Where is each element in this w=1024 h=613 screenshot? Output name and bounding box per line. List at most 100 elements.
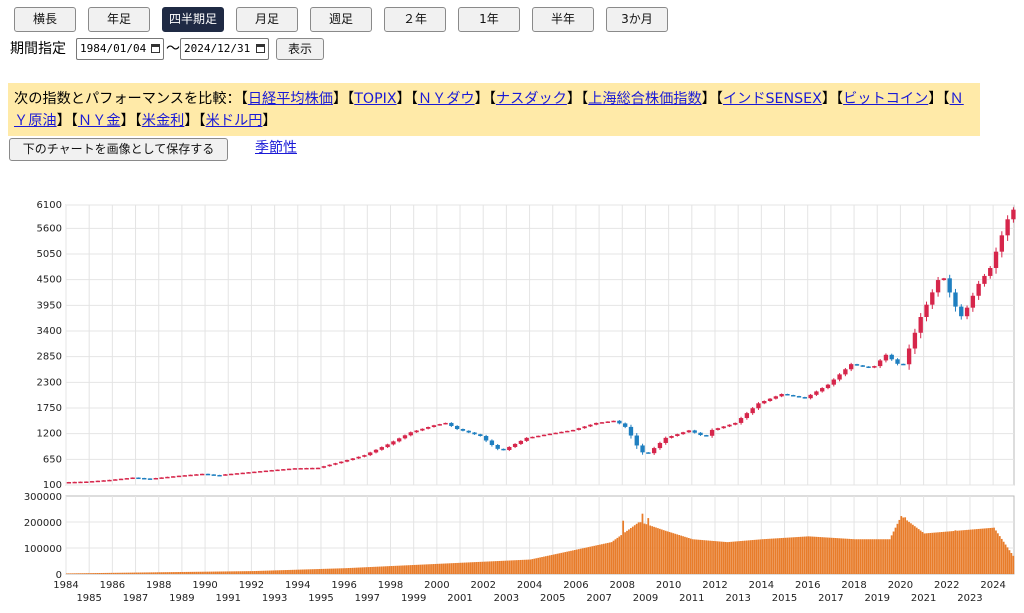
candle-body	[779, 394, 784, 397]
volume-bar	[583, 547, 586, 574]
end-date-input[interactable]: 2024/12/31	[180, 38, 269, 60]
seasonal-link[interactable]: 季節性	[255, 140, 297, 156]
candle-body	[78, 481, 83, 484]
volume-bar	[508, 560, 511, 574]
volume-bar	[950, 531, 953, 574]
tab-5[interactable]: ２年	[384, 7, 446, 32]
volume-bar	[747, 540, 750, 574]
tab-2[interactable]: 四半期足	[162, 7, 224, 32]
price-tick-label: 3400	[37, 326, 62, 337]
volume-bar	[713, 541, 715, 574]
tab-8[interactable]: 3か月	[606, 7, 668, 32]
volume-bar	[695, 539, 698, 574]
volume-bar	[166, 572, 169, 574]
show-button[interactable]: 表示	[276, 38, 324, 60]
compare-link[interactable]: ＮＹ原油	[14, 91, 964, 129]
candle-body	[182, 475, 187, 477]
compare-link[interactable]: TOPIX	[354, 91, 397, 107]
volume-bar	[977, 528, 980, 574]
compare-link[interactable]: 米ドル円	[205, 113, 263, 129]
volume-bar	[825, 537, 827, 574]
compare-link[interactable]: ＮＹダウ	[417, 91, 475, 107]
volume-bar	[438, 563, 441, 574]
volume-bar	[776, 538, 779, 574]
volume-bar	[353, 567, 356, 574]
x-tick-label: 1987	[123, 593, 148, 604]
volume-bar	[933, 532, 935, 574]
candle-body	[605, 421, 610, 423]
calendar-icon[interactable]	[256, 44, 265, 53]
tab-4[interactable]: 週足	[310, 7, 372, 32]
volume-bar	[123, 572, 126, 574]
compare-link[interactable]: インドSENSEX	[722, 91, 822, 107]
candle-body	[228, 473, 234, 476]
candle-body	[373, 449, 379, 453]
volume-bar	[207, 571, 209, 574]
candle-body	[414, 430, 419, 433]
volume-bar	[444, 563, 447, 574]
volume-bar	[906, 520, 908, 574]
start-date-input[interactable]: 1984/01/04	[76, 38, 164, 60]
volume-bar	[927, 533, 930, 574]
tab-1[interactable]: 年足	[88, 7, 150, 32]
volume-bar	[859, 539, 862, 574]
volume-bar	[77, 573, 80, 574]
volume-bar	[475, 562, 478, 574]
volume-bar	[546, 555, 549, 574]
volume-bar	[479, 561, 482, 574]
tab-7[interactable]: 半年	[532, 7, 594, 32]
candle-body	[860, 365, 865, 367]
volume-bar	[647, 518, 650, 574]
candle-body	[941, 278, 947, 281]
compare-link[interactable]: ナスダック	[495, 91, 567, 107]
candle-body	[397, 438, 402, 442]
compare-link[interactable]: ビットコイン	[843, 91, 929, 107]
volume-bar	[577, 549, 580, 574]
candle-body	[147, 478, 153, 480]
tab-0[interactable]: 横長	[14, 7, 76, 32]
compare-box: 次の指数とパフォーマンスを比較：【日経平均株価】【TOPIX】【ＮＹダウ】【ナス…	[8, 83, 980, 136]
compare-link[interactable]: 米金利	[141, 113, 185, 129]
compare-link[interactable]: 上海総合株価指数	[588, 91, 702, 107]
compare-link[interactable]: 日経平均株価	[247, 91, 333, 107]
volume-bar	[141, 572, 144, 574]
save-chart-button[interactable]: 下のチャートを画像として保存する	[9, 138, 228, 161]
candle-body	[269, 470, 274, 472]
candle-body	[246, 472, 251, 474]
volume-bar	[892, 531, 895, 574]
volume-bar	[728, 541, 731, 574]
volume-bar	[714, 541, 717, 574]
compare-link[interactable]: ＮＹ金	[77, 113, 121, 129]
tab-3[interactable]: 月足	[236, 7, 298, 32]
volume-bar	[942, 531, 945, 574]
candle-body	[576, 428, 581, 430]
candle-body	[594, 422, 599, 425]
volume-bar	[388, 566, 391, 574]
calendar-icon[interactable]	[151, 44, 160, 53]
volume-bar	[319, 568, 321, 574]
volume-bar	[214, 571, 217, 574]
volume-bar	[357, 567, 360, 574]
volume-bar	[390, 566, 393, 574]
volume-bar	[400, 565, 402, 574]
volume-bar	[655, 527, 657, 574]
volume-bar	[396, 565, 399, 574]
candle-body	[559, 431, 564, 434]
volume-bar	[512, 560, 514, 574]
volume-bar	[174, 572, 176, 574]
candle-body	[286, 468, 292, 471]
volume-bar	[261, 570, 263, 574]
volume-bar	[639, 522, 642, 574]
tab-6[interactable]: 1年	[458, 7, 520, 32]
x-tick-label: 2024	[980, 580, 1005, 591]
volume-bar	[100, 572, 103, 574]
x-tick-label: 2008	[610, 580, 635, 591]
x-tick-label: 2011	[679, 593, 704, 604]
volume-bar	[1008, 550, 1011, 574]
volume-bar	[448, 563, 451, 574]
volume-bar	[983, 528, 986, 574]
volume-bar	[349, 567, 352, 574]
volume-bar	[276, 570, 279, 574]
candle-body	[431, 425, 437, 428]
volume-bar	[210, 571, 213, 574]
